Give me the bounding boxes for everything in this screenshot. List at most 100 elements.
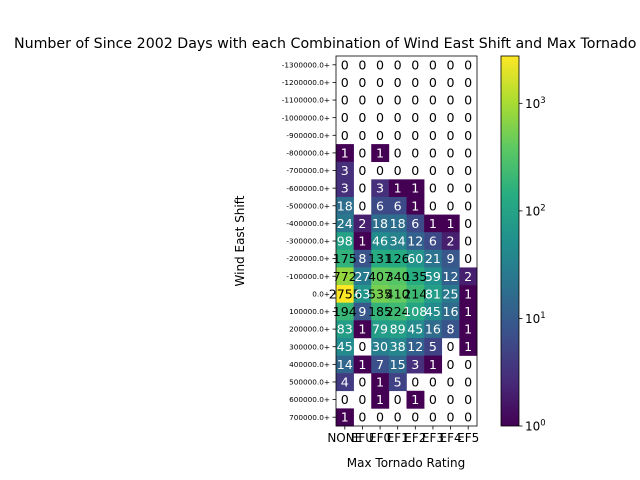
heatmap-cell [424,302,443,321]
heatmap-cell [371,179,390,198]
cell-value-label: 0 [411,128,419,143]
cell-value-label: 0 [429,145,437,160]
cell-value-label: 0 [429,410,437,425]
cell-value-label: 45 [407,322,423,337]
cell-value-label: 0 [376,128,384,143]
colorbar-tick-label: 101 [525,311,546,326]
y-tick-label: 600000.0+ [289,395,330,404]
cell-value-label: 0 [358,374,366,389]
cell-value-label: 4 [341,374,349,389]
cell-value-label: 0 [394,110,402,125]
heatmap-cell [388,267,407,286]
x-axis-label: Max Tornado Rating [347,456,465,470]
y-tick-label: -700000.0+ [286,166,330,175]
cell-value-label: 0 [447,198,455,213]
heatmap-cell [406,214,425,233]
cell-value-label: 0 [358,339,366,354]
x-tick-label: EF2 [404,431,426,445]
heatmap-cell [424,249,443,268]
heatmap-cell [441,302,460,321]
cell-value-label: 0 [341,128,349,143]
cell-value-label: 1 [411,198,419,213]
heatmap-cell [406,390,425,409]
heatmap-cell [441,214,460,233]
colorbar [500,55,520,427]
cell-value-label: 1 [376,392,384,407]
heatmap-cell [441,285,460,303]
heatmap-cell [336,408,354,427]
cell-value-label: 79 [372,322,388,337]
cell-value-label: 6 [394,198,402,213]
heatmap-cell [353,249,372,268]
cell-value-label: 0 [376,110,384,125]
cell-value-label: 0 [358,163,366,178]
cell-value-label: 0 [464,392,472,407]
cell-value-label: 5 [429,339,437,354]
heatmap-cell [424,232,443,251]
cell-value-label: 0 [429,93,437,108]
y-tick-label: -1100000.0+ [282,96,330,105]
heatmap-cell [424,337,443,356]
cell-value-label: 3 [341,163,349,178]
cell-value-label: 0 [464,198,472,213]
heatmap-cell [336,285,354,303]
cell-value-label: 0 [429,75,437,90]
cell-value-label: 0 [376,75,384,90]
cell-value-label: 0 [464,145,472,160]
cell-value-label: 1 [358,322,366,337]
cell-value-label: 0 [447,163,455,178]
cell-value-label: 0 [429,198,437,213]
heatmap-cell [459,267,478,286]
heatmap-cell [336,355,354,374]
cell-value-label: 0 [376,57,384,72]
cell-value-label: 0 [358,181,366,196]
cell-value-label: 0 [447,374,455,389]
cell-value-label: 38 [390,339,406,354]
heatmap-cell [441,232,460,251]
cell-value-label: 5 [394,374,402,389]
heatmap-cell [336,179,354,198]
cell-value-label: 135 [403,269,427,284]
cell-value-label: 0 [464,410,472,425]
heatmap-cell [336,337,354,356]
cell-value-label: 0 [394,163,402,178]
heatmap-cell [424,267,443,286]
y-tick-label: 100000.0+ [289,307,330,316]
cell-value-label: 0 [411,93,419,108]
cell-value-label: 126 [386,251,410,266]
cell-value-label: 0 [358,128,366,143]
heatmap-cell [424,320,443,339]
cell-value-label: 108 [403,304,427,319]
cell-value-label: 98 [337,234,353,249]
cell-value-label: 9 [447,251,455,266]
cell-value-label: 12 [407,339,423,354]
cell-value-label: 0 [429,128,437,143]
cell-value-label: 194 [333,304,357,319]
y-tick-label: -300000.0+ [286,237,330,246]
heatmap-cell [371,196,390,215]
cell-value-label: 0 [358,392,366,407]
heatmap-cell [388,249,407,268]
y-tick-label: -900000.0+ [286,131,330,140]
y-tick-label: -200000.0+ [286,254,330,263]
cell-value-label: 1 [464,304,472,319]
heatmap-cell [388,232,407,251]
cell-value-label: 83 [337,322,353,337]
y-tick-label: -1300000.0+ [282,60,330,69]
heatmap-cell [371,214,390,233]
colorbar-ticks: 100 101 102 103 [519,96,546,434]
heatmap-cell [459,285,478,303]
cell-value-label: 89 [390,322,406,337]
heatmap-cell [336,267,354,286]
y-tick-label: 500000.0+ [289,378,330,387]
heatmap-cell [406,302,425,321]
cell-value-label: 1 [464,286,472,301]
cell-value-label: 16 [425,322,441,337]
cell-value-label: 0 [358,110,366,125]
heatmap-cell [353,214,372,233]
cell-value-label: 1 [341,145,349,160]
cell-value-label: 0 [464,75,472,90]
cell-value-label: 3 [341,181,349,196]
cell-value-label: 24 [337,216,353,231]
cell-value-label: 0 [464,181,472,196]
